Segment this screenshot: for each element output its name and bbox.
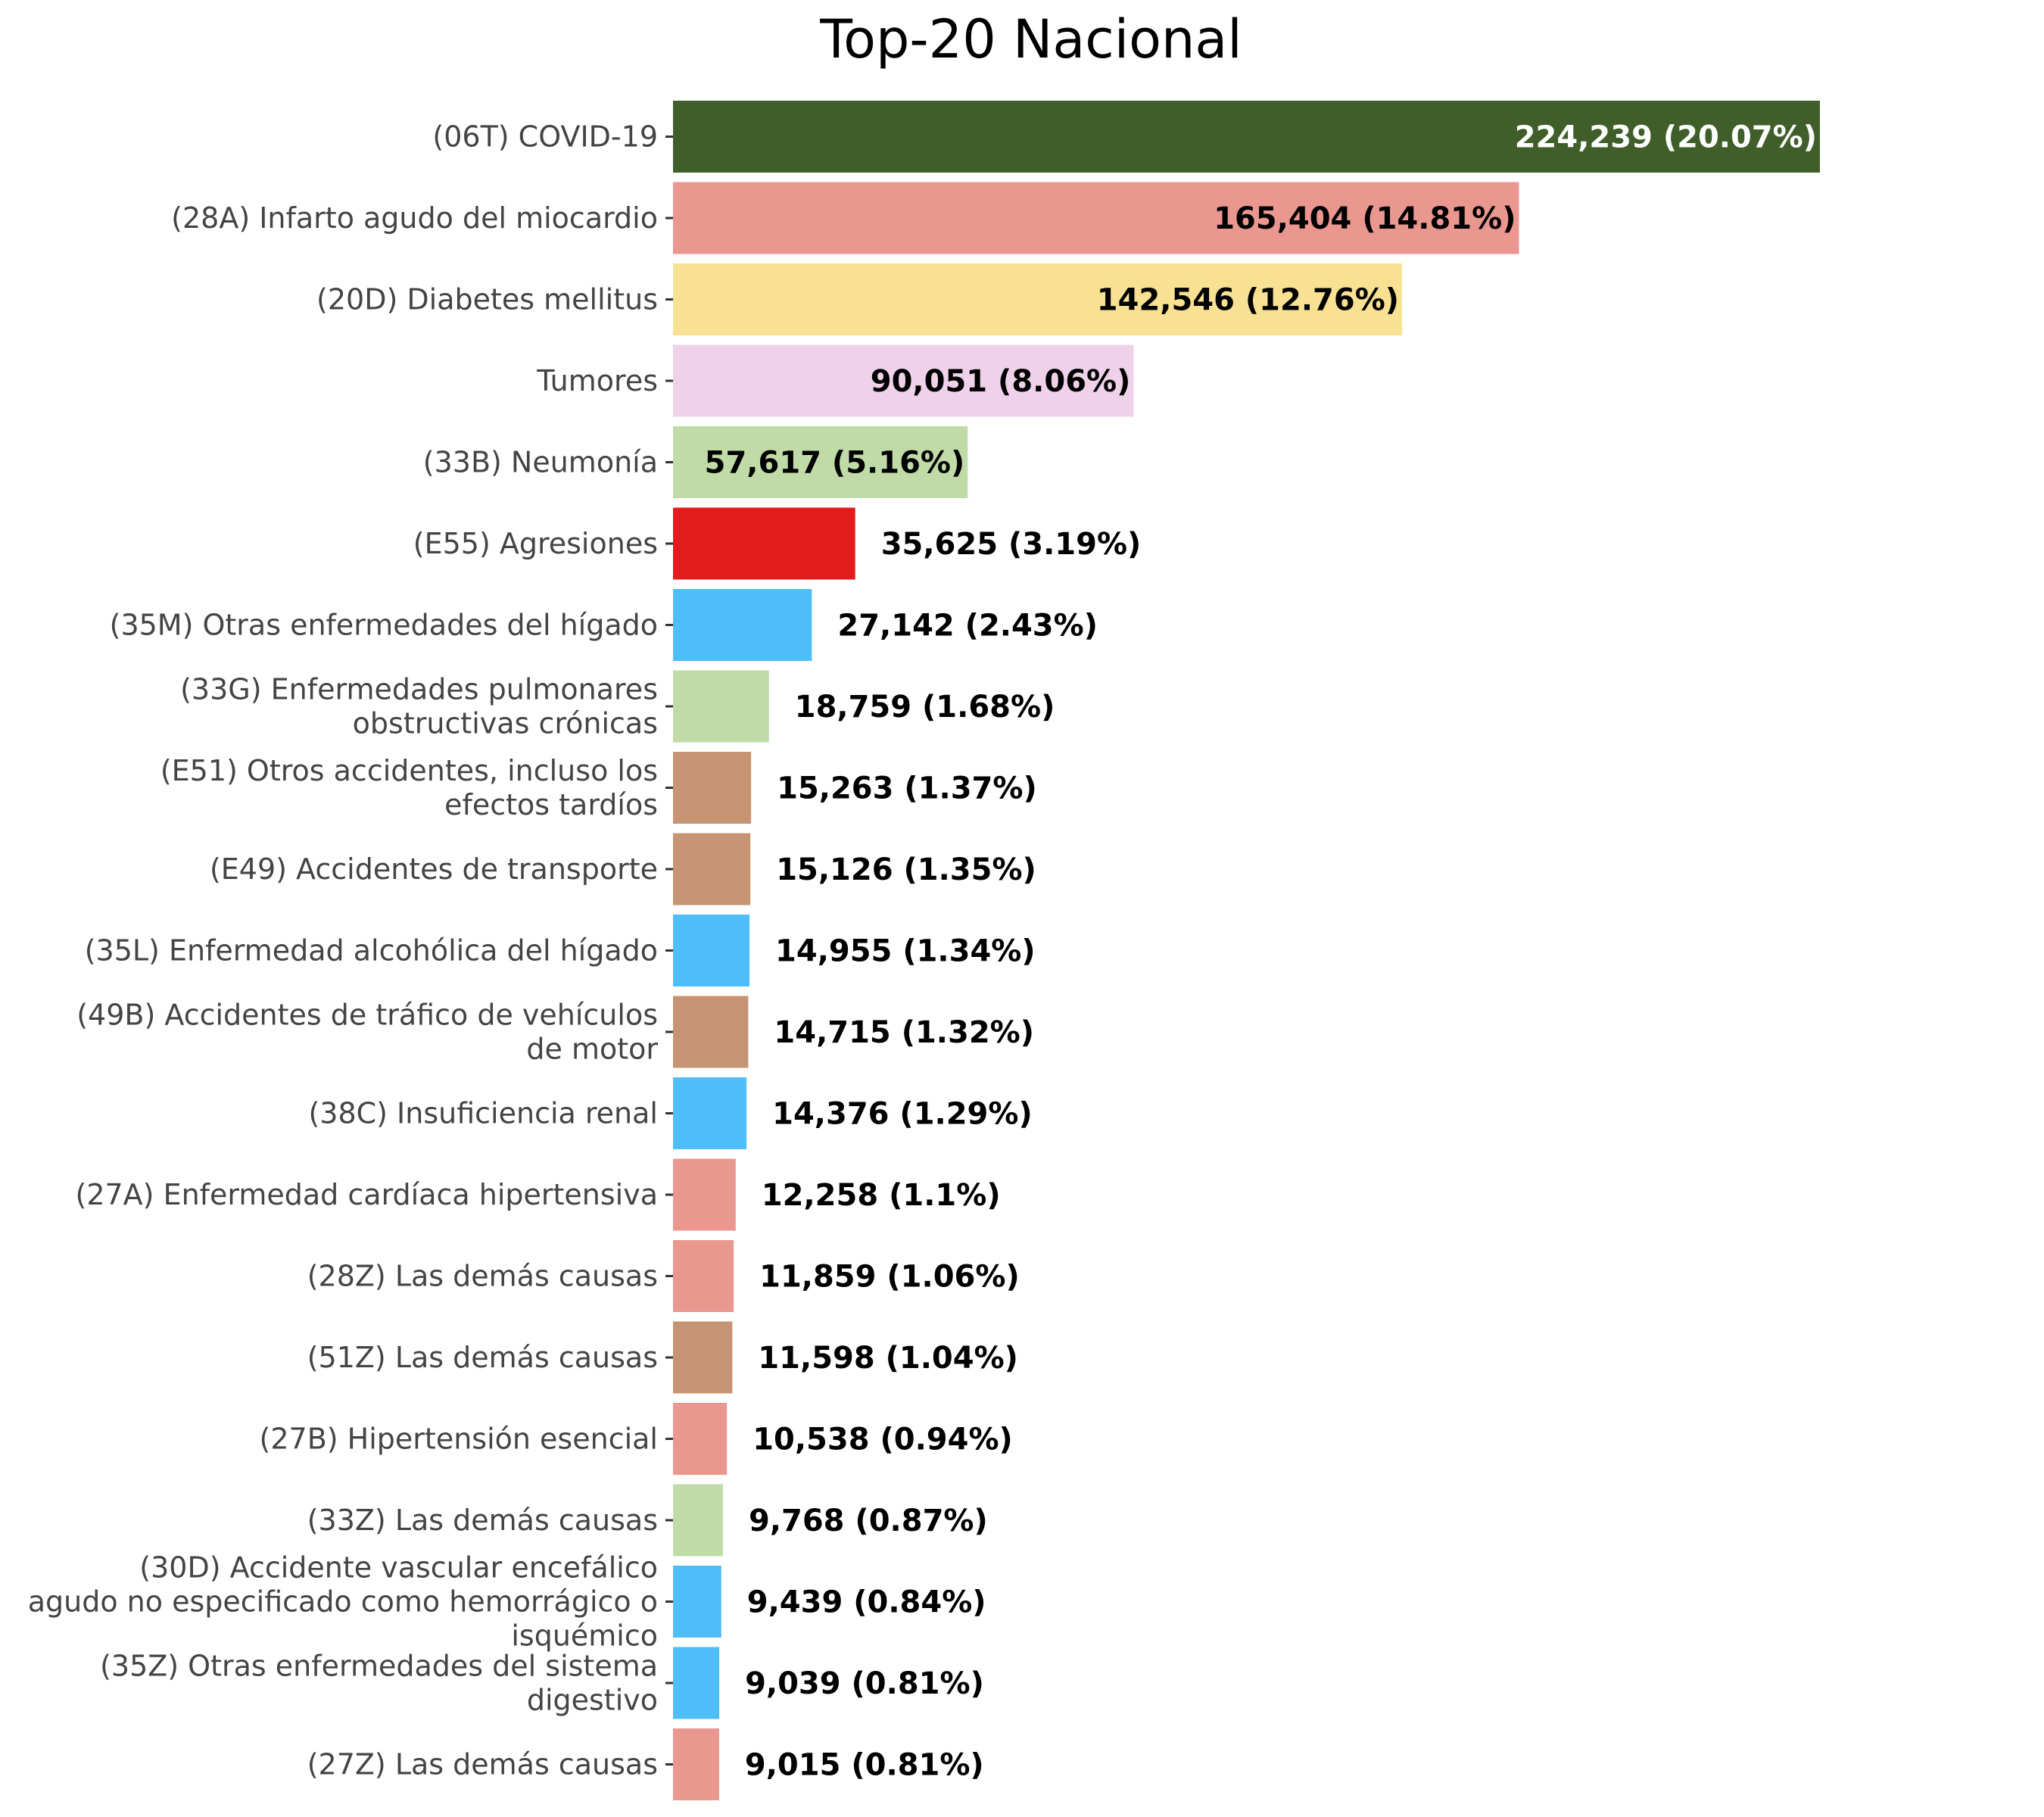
bar (673, 1566, 721, 1638)
category-label: (35L) Enfermedad alcohólica del hígado (85, 934, 658, 968)
value-label: 11,859 (1.06%) (759, 1260, 1020, 1295)
value-label: 9,015 (0.81%) (745, 1748, 984, 1783)
bar (673, 670, 769, 743)
bar (673, 833, 751, 905)
value-label: 165,404 (14.81%) (1214, 201, 1516, 236)
bar (673, 996, 749, 1068)
value-label: 35,625 (3.19%) (881, 527, 1142, 562)
bar (673, 507, 855, 580)
category-labels-layer: (06T) COVID-19 (28A) Infarto agudo del mi… (28, 120, 659, 1781)
bar (673, 182, 1519, 254)
value-label: 90,051 (8.06%) (871, 364, 1131, 399)
bar (673, 101, 1820, 173)
category-label: (20D) Diabetes mellitus (316, 283, 658, 316)
bar (673, 426, 968, 498)
value-label: 9,768 (0.87%) (749, 1504, 988, 1538)
bar (673, 1158, 736, 1231)
bar (673, 263, 1403, 335)
category-label: (28Z) Las demás causas (307, 1260, 658, 1293)
category-label: (33B) Neumonía (423, 446, 658, 479)
category-label: (49B) Accidentes de tráfico de vehículos… (76, 999, 658, 1066)
category-label: Tumores (536, 364, 658, 397)
category-label: (38C) Insuficiencia renal (308, 1097, 658, 1130)
bar (673, 344, 1134, 417)
bar (673, 1403, 728, 1475)
category-label: (E51) Otros accidentes, incluso los efect… (160, 754, 658, 821)
category-label: (06T) COVID-19 (432, 120, 658, 154)
value-label: 57,617 (5.16%) (705, 446, 965, 481)
bar (673, 1647, 720, 1719)
category-label: (35M) Otras enfermedades del hígado (110, 609, 658, 642)
value-label: 14,376 (1.29%) (772, 1097, 1033, 1132)
category-label: (30D) Accidente vascular encefálico agudo… (28, 1551, 658, 1653)
category-label: (51Z) Las demás causas (307, 1341, 658, 1374)
value-label: 14,955 (1.34%) (775, 934, 1036, 969)
value-label: 27,142 (2.43%) (837, 609, 1098, 644)
bar (673, 1321, 733, 1394)
bar (673, 752, 752, 824)
value-labels-layer: 224,239 (20.07%) 165,404 (14.81%) 142,546 … (705, 120, 1817, 1783)
category-label: (27Z) Las demás causas (307, 1748, 658, 1781)
category-label: (E49) Accidentes de transporte (210, 852, 658, 886)
bars-layer (665, 101, 1820, 1800)
category-label: (E55) Agresiones (413, 527, 658, 560)
category-label: (27B) Hipertensión esencial (260, 1423, 658, 1456)
value-label: 18,759 (1.68%) (795, 690, 1055, 725)
value-label: 224,239 (20.07%) (1515, 120, 1817, 155)
bar (673, 1077, 747, 1149)
value-label: 11,598 (1.04%) (758, 1341, 1018, 1376)
chart-title: Top-20 Nacional (819, 8, 1242, 70)
value-label: 142,546 (12.76%) (1097, 283, 1399, 318)
value-label: 9,039 (0.81%) (745, 1666, 984, 1701)
bar (673, 1484, 723, 1557)
value-label: 15,126 (1.35%) (776, 852, 1036, 887)
category-label: (33G) Enfermedades pulmonares obstructiva… (180, 673, 658, 740)
value-label: 15,263 (1.37%) (777, 771, 1037, 806)
bar (673, 1240, 734, 1312)
bar (673, 915, 750, 986)
value-label: 12,258 (1.1%) (762, 1178, 1001, 1213)
category-label: (35Z) Otras enfermedades del sistema dige… (100, 1650, 658, 1717)
bar (673, 1728, 719, 1800)
category-label: (33Z) Las demás causas (307, 1504, 658, 1537)
value-label: 14,715 (1.32%) (774, 1015, 1034, 1050)
value-label: 9,439 (0.84%) (747, 1585, 986, 1620)
value-label: 10,538 (0.94%) (752, 1423, 1013, 1457)
category-label: (28A) Infarto agudo del miocardio (171, 201, 658, 235)
category-label: (27A) Enfermedad cardíaca hipertensiva (76, 1178, 659, 1211)
bar (673, 589, 812, 661)
